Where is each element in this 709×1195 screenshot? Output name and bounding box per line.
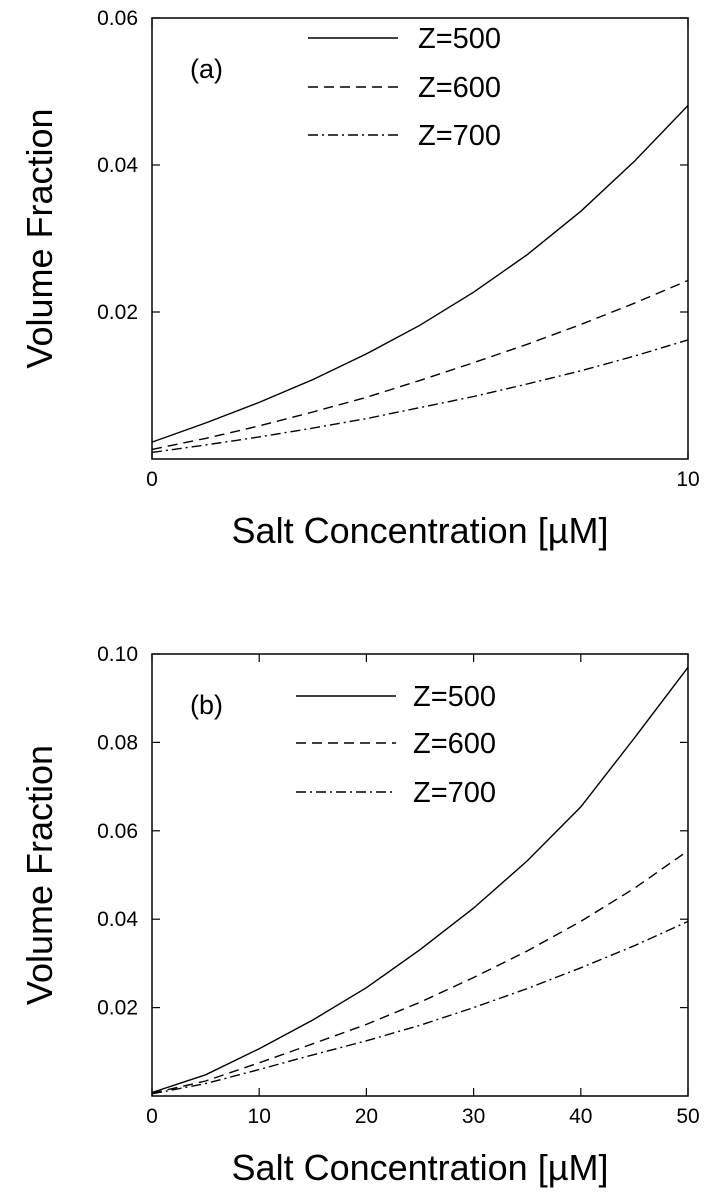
series-line-z-600	[151, 279, 689, 451]
y-axis-title: Volume Fraction	[19, 108, 60, 368]
series-line-z-500	[151, 105, 689, 443]
plot-frame	[151, 653, 689, 1097]
x-tick-label: 30	[462, 1105, 485, 1128]
y-tick-label: 0.02	[97, 301, 138, 324]
series-line-z-700	[151, 920, 689, 1095]
legend-label: Z=700	[418, 120, 501, 152]
x-tick-label: 10	[248, 1105, 271, 1128]
legend-label: Z=500	[418, 23, 501, 55]
legend-label: Z=700	[413, 777, 496, 809]
y-tick-label: 0.10	[97, 643, 138, 666]
y-tick-label: 0.04	[97, 154, 138, 177]
series-line-z-600	[151, 850, 689, 1094]
panel-label: (a)	[190, 54, 223, 84]
legend-label: Z=600	[418, 72, 501, 104]
x-tick-label: 40	[569, 1105, 592, 1128]
legend-label: Z=500	[413, 681, 496, 713]
x-tick-label: 50	[676, 1105, 699, 1128]
panel-label: (b)	[190, 690, 223, 720]
x-tick-label: 20	[355, 1105, 378, 1128]
y-tick-label: 0.06	[97, 7, 138, 30]
y-tick-label: 0.02	[97, 997, 138, 1020]
y-tick-label: 0.04	[97, 908, 138, 931]
x-tick-label: 0	[146, 1105, 158, 1128]
x-tick-label: 10	[676, 468, 699, 491]
panel-a	[151, 17, 689, 460]
x-tick-label: 0	[146, 468, 158, 491]
x-axis-title: Salt Concentration [µM]	[232, 510, 609, 551]
y-tick-label: 0.08	[97, 731, 138, 754]
panel-b	[151, 653, 689, 1097]
series-line-z-700	[151, 339, 689, 454]
y-tick-label: 0.06	[97, 820, 138, 843]
series-line-z-500	[151, 666, 689, 1094]
legend-label: Z=600	[413, 728, 496, 760]
x-axis-title: Salt Concentration [µM]	[232, 1147, 609, 1188]
plot-frame	[151, 17, 689, 460]
y-axis-title: Volume Fraction	[19, 745, 60, 1005]
